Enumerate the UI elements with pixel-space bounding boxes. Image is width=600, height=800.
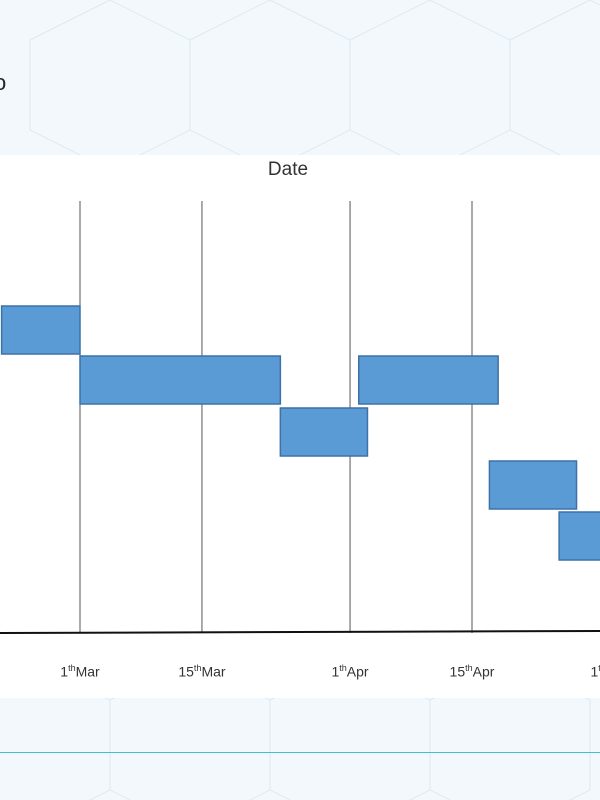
task-bar-1 xyxy=(0,305,81,355)
chart-title: Date xyxy=(267,159,309,180)
x-tick-label-0: 1thMar xyxy=(60,663,100,680)
x-axis-line xyxy=(0,630,600,634)
x-tick-label-1: 15thMar xyxy=(178,663,226,680)
footer-divider xyxy=(0,752,600,753)
x-tick-label-3: 15thApr xyxy=(449,663,495,680)
task-bar-4 xyxy=(358,355,499,405)
task-bar-2 xyxy=(79,355,282,405)
task-bar-5 xyxy=(488,460,578,510)
x-tick-label-4: 1thMay xyxy=(590,663,600,680)
x-tick-label-2: 1thApr xyxy=(331,663,369,680)
task-bar-6 xyxy=(558,511,600,561)
gantt-chart-panel: Date 1thMar 15thMar 1thApr 15thApr 1thMay xyxy=(0,155,600,698)
task-bar-3 xyxy=(279,407,369,457)
gantt-chart xyxy=(0,201,600,634)
cropped-heading-glyph: o xyxy=(0,70,7,95)
